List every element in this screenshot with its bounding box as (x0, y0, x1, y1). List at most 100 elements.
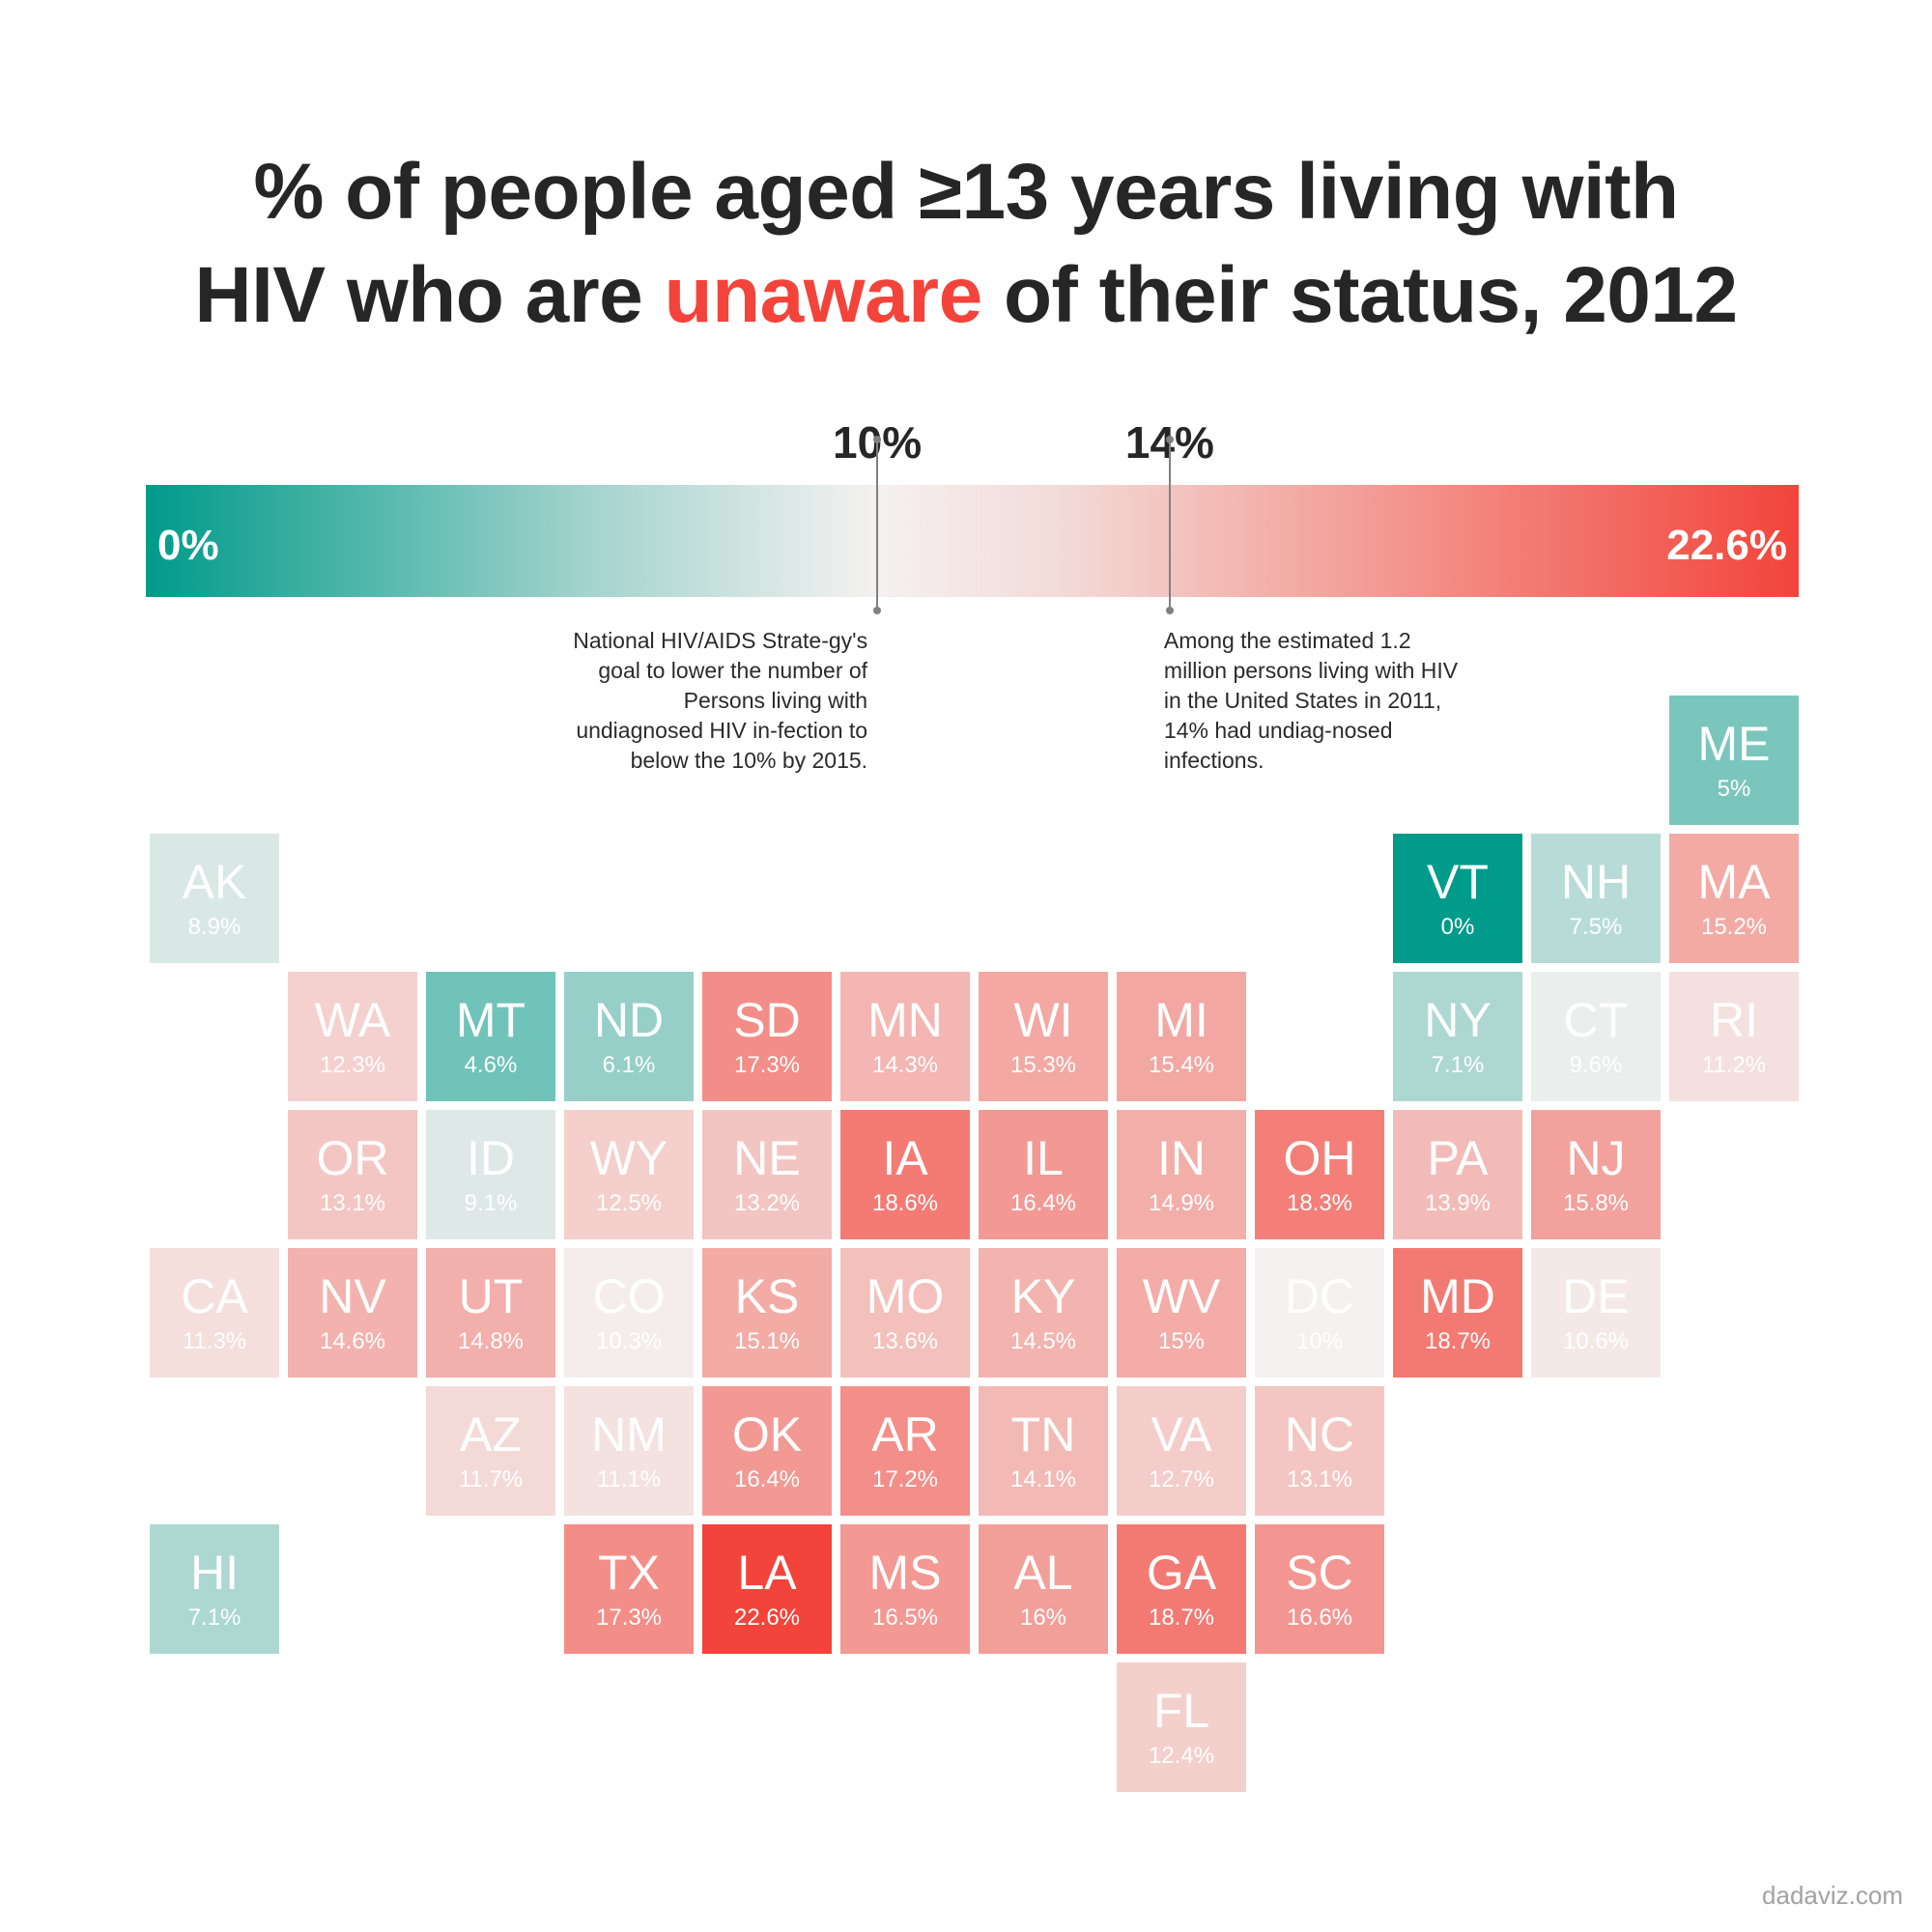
state-abbr: AZ (460, 1407, 522, 1462)
title-line-2-end: of their status, 2012 (981, 251, 1738, 339)
state-tile-ga: GA 18.7% (1117, 1524, 1246, 1654)
state-value: 14.3% (871, 1052, 939, 1078)
state-value: 18.6% (871, 1190, 939, 1216)
state-abbr: OR (316, 1131, 389, 1185)
legend-marker-dot-bottom-0 (873, 607, 882, 614)
title-line-2: HIV who are unaware of their status, 201… (0, 243, 1932, 347)
state-tile-ri: RI 11.2% (1669, 972, 1799, 1101)
state-tile-nh: NH 7.5% (1531, 834, 1661, 963)
state-tile-la: LA 22.6% (702, 1524, 832, 1654)
state-value: 14.8% (457, 1328, 525, 1354)
state-abbr: CA (181, 1269, 248, 1323)
legend-marker-note-0: National HIV/AIDS Strate-gy's goal to lo… (573, 628, 868, 773)
state-abbr: NV (319, 1269, 386, 1323)
state-value: 10.6% (1562, 1328, 1630, 1354)
state-tile-sd: SD 17.3% (702, 972, 832, 1101)
legend-marker-line-1 (1168, 440, 1171, 611)
state-tile-az: AZ 11.7% (426, 1386, 555, 1516)
state-value: 14.1% (1009, 1466, 1077, 1492)
state-value: 0% (1440, 914, 1475, 940)
state-value: 15% (1157, 1328, 1206, 1354)
state-tile-wa: WA 12.3% (288, 972, 417, 1101)
state-tile-nm: NM 11.1% (564, 1386, 694, 1516)
state-abbr: KS (734, 1269, 800, 1323)
state-value: 14.9% (1148, 1190, 1215, 1216)
state-tile-dc: DC 10% (1255, 1248, 1384, 1378)
state-tile-tn: TN 14.1% (979, 1386, 1108, 1516)
state-abbr: OH (1283, 1131, 1356, 1185)
state-tile-me: ME 5% (1669, 696, 1799, 825)
state-value: 11.2% (1701, 1052, 1767, 1078)
state-value: 15.8% (1562, 1190, 1630, 1216)
state-value: 14.6% (319, 1328, 386, 1354)
state-value: 15.4% (1148, 1052, 1215, 1078)
state-tile-oh: OH 18.3% (1255, 1110, 1384, 1239)
state-tile-ms: MS 16.5% (840, 1524, 970, 1654)
state-tile-wi: WI 15.3% (979, 972, 1108, 1101)
state-abbr: CO (592, 1269, 666, 1323)
state-value: 15.3% (1009, 1052, 1077, 1078)
state-tile-al: AL 16% (979, 1524, 1108, 1654)
state-value: 11.7% (458, 1466, 524, 1492)
state-abbr: MD (1420, 1269, 1495, 1323)
state-value: 16.6% (1286, 1605, 1353, 1631)
state-value: 7.5% (1569, 914, 1623, 940)
state-tile-hi: HI 7.1% (150, 1524, 279, 1654)
state-tile-nj: NJ 15.8% (1531, 1110, 1661, 1239)
state-tile-ca: CA 11.3% (150, 1248, 279, 1378)
state-abbr: ME (1697, 717, 1771, 771)
state-abbr: GA (1146, 1546, 1217, 1600)
state-tile-ct: CT 9.6% (1531, 972, 1661, 1101)
state-abbr: TN (1010, 1407, 1076, 1462)
state-tile-ut: UT 14.8% (426, 1248, 555, 1378)
state-tile-ny: NY 7.1% (1393, 972, 1522, 1101)
state-tile-nc: NC 13.1% (1255, 1386, 1384, 1516)
state-tile-id: ID 9.1% (426, 1110, 555, 1239)
state-tile-in: IN 14.9% (1117, 1110, 1246, 1239)
state-abbr: VA (1151, 1407, 1212, 1462)
state-abbr: VT (1427, 855, 1489, 909)
state-value: 18.7% (1148, 1605, 1215, 1631)
state-value: 10% (1295, 1328, 1344, 1354)
state-value: 16.4% (733, 1466, 801, 1492)
state-value: 13.6% (871, 1328, 939, 1354)
state-abbr: PA (1427, 1131, 1489, 1185)
state-value: 22.6% (733, 1605, 801, 1631)
state-abbr: NH (1560, 855, 1632, 909)
state-tile-ne: NE 13.2% (702, 1110, 832, 1239)
source-credit: dadaviz.com (1762, 1881, 1903, 1910)
state-abbr: UT (458, 1269, 524, 1323)
state-value: 14.5% (1009, 1328, 1077, 1354)
state-tile-wv: WV 15% (1117, 1248, 1246, 1378)
state-value: 17.3% (595, 1605, 663, 1631)
state-value: 18.3% (1286, 1190, 1353, 1216)
state-tile-sc: SC 16.6% (1255, 1524, 1384, 1654)
state-value: 17.2% (871, 1466, 939, 1492)
state-abbr: DE (1562, 1269, 1630, 1323)
state-abbr: ID (467, 1131, 515, 1185)
state-abbr: OK (731, 1407, 803, 1462)
state-value: 16.4% (1009, 1190, 1077, 1216)
state-abbr: SC (1286, 1546, 1353, 1600)
state-abbr: MS (868, 1546, 942, 1600)
state-abbr: WV (1142, 1269, 1221, 1323)
state-tile-ar: AR 17.2% (840, 1386, 970, 1516)
state-abbr: NJ (1566, 1131, 1626, 1185)
state-tile-mo: MO 13.6% (840, 1248, 970, 1378)
state-abbr: MO (866, 1269, 945, 1323)
state-abbr: IL (1023, 1131, 1064, 1185)
state-tile-nv: NV 14.6% (288, 1248, 417, 1378)
state-tile-il: IL 16.4% (979, 1110, 1108, 1239)
legend-max-label: 22.6% (1666, 522, 1787, 569)
state-tile-pa: PA 13.9% (1393, 1110, 1522, 1239)
state-value: 9.6% (1569, 1052, 1623, 1078)
state-abbr: AL (1013, 1546, 1073, 1600)
state-abbr: FL (1152, 1684, 1210, 1738)
chart-title: % of people aged ≥13 years living with H… (0, 140, 1932, 347)
state-abbr: WI (1013, 993, 1073, 1047)
state-value: 13.2% (733, 1190, 801, 1216)
title-line-2-start: HIV who are (194, 251, 665, 339)
state-tile-tx: TX 17.3% (564, 1524, 694, 1654)
state-abbr: CT (1563, 993, 1629, 1047)
state-value: 17.3% (733, 1052, 801, 1078)
